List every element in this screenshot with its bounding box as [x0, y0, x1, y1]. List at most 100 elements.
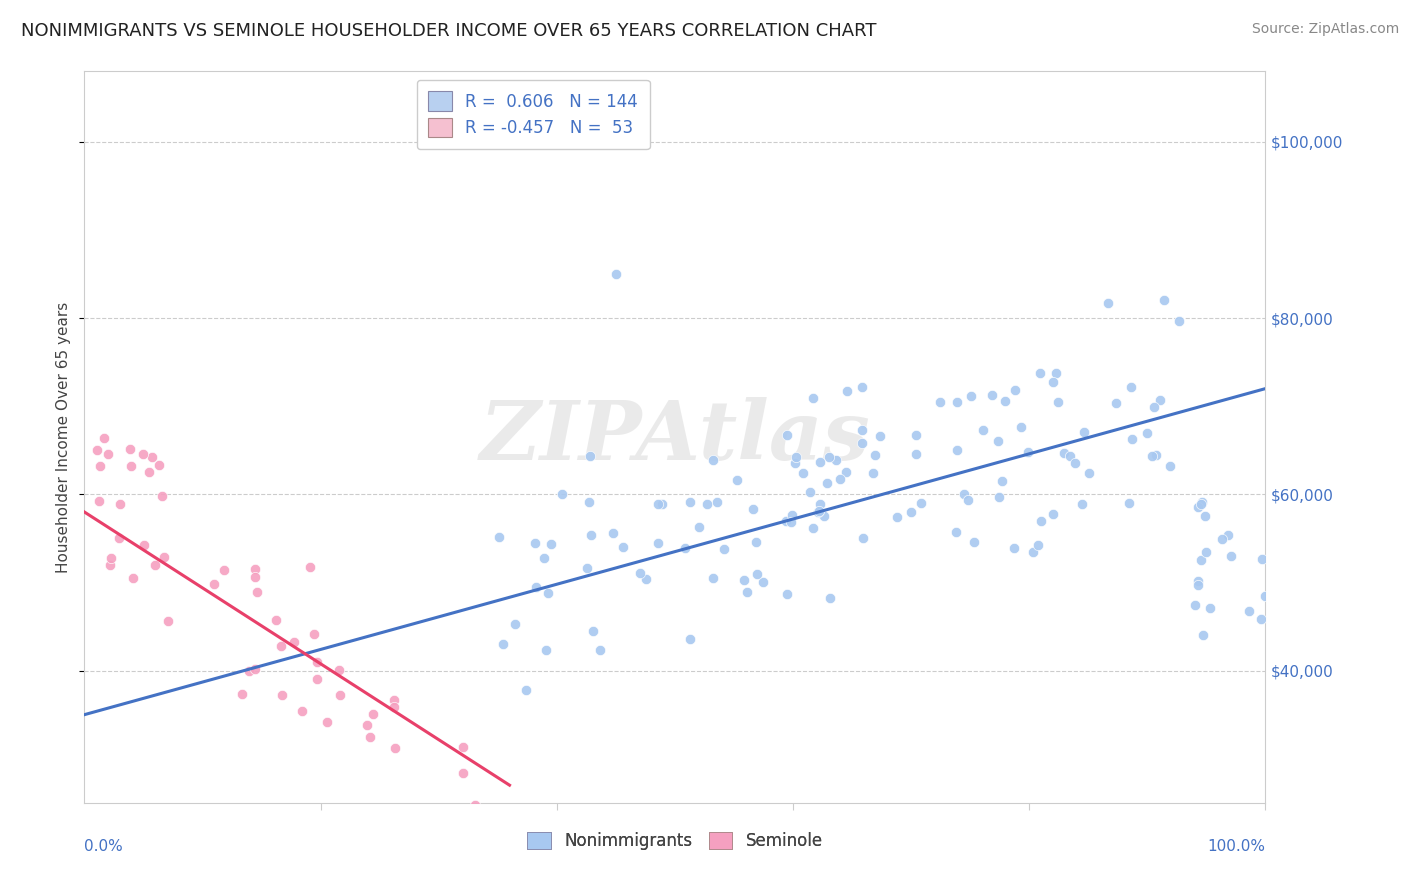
Point [776, 428, 799, 442]
Point [100, 550, 122, 565]
Point [1192, 628, 1215, 642]
Point [747, 567, 769, 582]
Point [1045, 366, 1067, 380]
Point [851, 423, 873, 437]
Point [702, 571, 724, 585]
Point [815, 476, 838, 491]
Point [271, 689, 294, 703]
Point [1211, 532, 1233, 546]
Point [775, 514, 797, 528]
Point [1144, 448, 1167, 462]
Point [315, 715, 337, 730]
Point [741, 501, 763, 516]
Point [953, 487, 976, 501]
Point [1105, 396, 1128, 410]
Point [1140, 449, 1163, 463]
Point [1250, 552, 1272, 566]
Point [745, 535, 768, 549]
Point [86, 443, 108, 458]
Point [1042, 375, 1064, 389]
Text: Source: ZipAtlas.com: Source: ZipAtlas.com [1251, 22, 1399, 37]
Text: NONIMMIGRANTS VS SEMINOLE HOUSEHOLDER INCOME OVER 65 YEARS CORRELATION CHART: NONIMMIGRANTS VS SEMINOLE HOUSEHOLDER IN… [21, 22, 876, 40]
Point [706, 495, 728, 509]
Point [551, 487, 574, 501]
Point [735, 585, 758, 599]
Point [578, 495, 600, 509]
Point [991, 475, 1014, 489]
Point [1077, 466, 1099, 480]
Point [946, 443, 969, 458]
Point [1042, 507, 1064, 521]
Point [905, 427, 928, 442]
Point [1031, 514, 1053, 528]
Point [423, 805, 446, 819]
Point [1004, 383, 1026, 397]
Point [1191, 494, 1213, 508]
Point [384, 740, 406, 755]
Point [835, 465, 858, 479]
Point [138, 465, 160, 479]
Point [647, 535, 669, 549]
Point [270, 640, 292, 654]
Point [515, 683, 537, 698]
Point [299, 559, 322, 574]
Point [994, 394, 1017, 409]
Point [120, 458, 142, 473]
Point [356, 718, 378, 732]
Point [534, 643, 557, 657]
Point [1022, 545, 1045, 559]
Point [752, 574, 775, 589]
Point [107, 531, 129, 545]
Point [1136, 426, 1159, 441]
Point [329, 688, 352, 702]
Point [1194, 508, 1216, 523]
Point [688, 519, 710, 533]
Point [807, 504, 830, 518]
Point [1026, 538, 1049, 552]
Point [1017, 444, 1039, 458]
Point [673, 541, 696, 555]
Point [1097, 295, 1119, 310]
Point [141, 450, 163, 464]
Point [679, 494, 702, 508]
Y-axis label: Householder Income Over 65 years: Householder Income Over 65 years [56, 301, 72, 573]
Point [118, 442, 141, 457]
Point [862, 467, 884, 481]
Text: 100.0%: 100.0% [1208, 839, 1265, 855]
Point [451, 740, 474, 755]
Point [960, 389, 983, 403]
Point [1010, 420, 1032, 434]
Point [202, 577, 225, 591]
Point [799, 485, 821, 500]
Point [1064, 457, 1087, 471]
Point [89, 458, 111, 473]
Point [579, 450, 602, 464]
Point [540, 537, 562, 551]
Point [488, 530, 510, 544]
Point [465, 868, 488, 882]
Point [1121, 380, 1143, 394]
Point [283, 635, 305, 649]
Point [1002, 541, 1025, 556]
Point [863, 448, 886, 462]
Point [1189, 497, 1212, 511]
Point [152, 549, 174, 564]
Point [986, 434, 1008, 449]
Point [679, 632, 702, 647]
Point [243, 662, 266, 676]
Point [307, 655, 329, 669]
Point [886, 509, 908, 524]
Point [733, 574, 755, 588]
Point [526, 580, 548, 594]
Point [1168, 313, 1191, 327]
Point [523, 536, 546, 550]
Point [132, 538, 155, 552]
Point [1073, 425, 1095, 440]
Point [828, 472, 851, 486]
Point [851, 380, 873, 394]
Point [1159, 458, 1181, 473]
Point [1046, 394, 1069, 409]
Point [810, 455, 832, 469]
Point [647, 497, 669, 511]
Point [780, 508, 803, 522]
